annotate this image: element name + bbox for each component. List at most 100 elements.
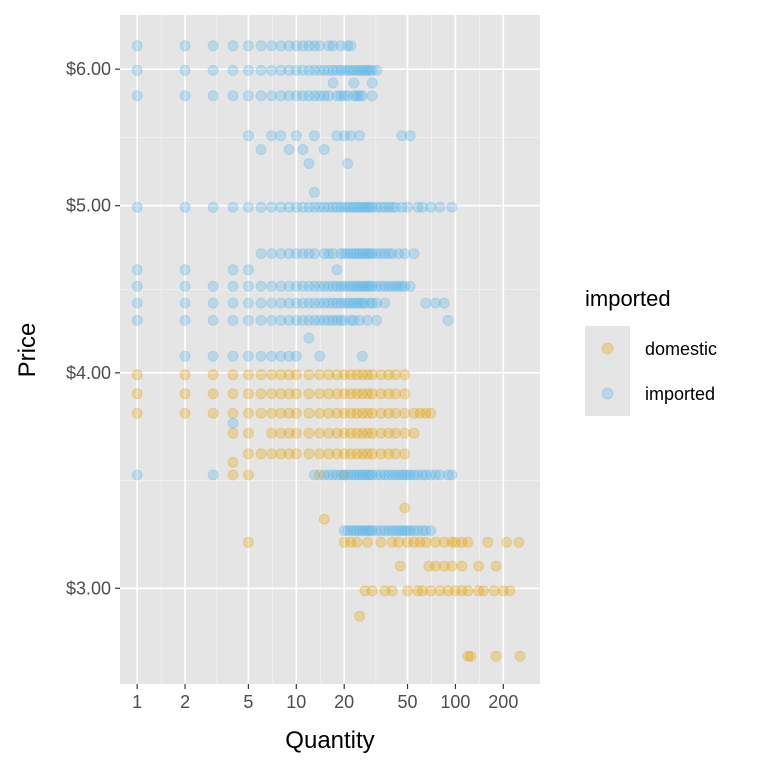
data-point-imported bbox=[362, 248, 373, 260]
data-point-imported bbox=[335, 297, 347, 309]
data-point-imported bbox=[275, 248, 287, 260]
data-point-imported bbox=[314, 297, 326, 309]
data-point-imported bbox=[131, 264, 143, 276]
data-point-imported bbox=[308, 469, 320, 481]
data-point-domestic bbox=[375, 369, 387, 381]
data-point-imported bbox=[131, 90, 143, 102]
data-point-imported bbox=[275, 40, 287, 52]
data-point-imported bbox=[386, 469, 398, 481]
data-point-imported bbox=[338, 314, 350, 326]
data-point-imported bbox=[323, 280, 335, 292]
data-point-domestic bbox=[375, 448, 387, 460]
data-point-domestic bbox=[399, 427, 411, 439]
data-point-imported bbox=[179, 40, 191, 52]
data-point-domestic bbox=[242, 369, 254, 381]
data-point-imported bbox=[416, 525, 428, 537]
data-point-imported bbox=[362, 201, 373, 213]
data-point-imported bbox=[345, 314, 357, 326]
data-point-imported bbox=[318, 201, 330, 213]
x-tick-label: 2 bbox=[180, 692, 190, 712]
data-point-imported bbox=[404, 280, 416, 292]
data-point-imported bbox=[383, 248, 395, 260]
data-point-imported bbox=[396, 201, 408, 213]
data-point-domestic bbox=[442, 585, 454, 597]
data-point-domestic bbox=[331, 427, 343, 439]
x-axis-title: Quantity bbox=[285, 727, 374, 754]
data-point-domestic bbox=[356, 407, 368, 419]
data-point-imported bbox=[351, 469, 363, 481]
data-point-imported bbox=[379, 280, 391, 292]
data-point-imported bbox=[348, 201, 360, 213]
data-point-domestic bbox=[323, 369, 335, 381]
data-point-domestic bbox=[449, 536, 461, 548]
data-point-imported bbox=[386, 525, 398, 537]
data-point-imported bbox=[308, 90, 320, 102]
data-point-imported bbox=[338, 525, 350, 537]
data-point-imported bbox=[308, 280, 320, 292]
data-point-domestic bbox=[338, 448, 350, 460]
data-point-imported bbox=[297, 201, 309, 213]
data-point-imported bbox=[359, 64, 371, 76]
data-point-imported bbox=[255, 314, 267, 326]
data-point-domestic bbox=[501, 536, 513, 548]
data-point-imported bbox=[345, 280, 357, 292]
data-point-imported bbox=[345, 525, 357, 537]
data-point-imported bbox=[371, 297, 383, 309]
data-point-imported bbox=[335, 201, 347, 213]
data-point-imported bbox=[318, 64, 330, 76]
data-point-imported bbox=[335, 40, 347, 52]
data-point-imported bbox=[303, 64, 315, 76]
x-tick-label: 10 bbox=[286, 692, 306, 712]
data-point-imported bbox=[131, 314, 143, 326]
data-point-domestic bbox=[362, 407, 373, 419]
data-point-imported bbox=[290, 64, 302, 76]
data-point-domestic bbox=[446, 560, 458, 572]
data-point-imported bbox=[255, 90, 267, 102]
data-point-imported bbox=[386, 201, 398, 213]
data-point-imported bbox=[371, 201, 383, 213]
y-axis-title: Price bbox=[14, 323, 41, 378]
data-point-domestic bbox=[420, 536, 432, 548]
x-tick-label: 1 bbox=[132, 692, 142, 712]
data-point-domestic bbox=[425, 585, 437, 597]
data-point-domestic bbox=[351, 536, 363, 548]
data-point-domestic bbox=[227, 388, 239, 400]
data-point-imported bbox=[314, 64, 326, 76]
data-point-domestic bbox=[351, 427, 363, 439]
data-point-domestic bbox=[227, 407, 239, 419]
data-point-imported bbox=[399, 280, 411, 292]
data-point-domestic bbox=[242, 388, 254, 400]
data-point-domestic bbox=[462, 650, 474, 662]
data-point-domestic bbox=[323, 427, 335, 439]
data-point-domestic bbox=[303, 369, 315, 381]
data-point-domestic bbox=[275, 448, 287, 460]
data-points bbox=[131, 40, 526, 662]
data-point-imported bbox=[323, 469, 335, 481]
data-point-imported bbox=[207, 280, 219, 292]
data-point-domestic bbox=[399, 448, 411, 460]
data-point-imported bbox=[266, 314, 278, 326]
data-point-imported bbox=[335, 314, 347, 326]
data-point-imported bbox=[318, 314, 330, 326]
data-point-domestic bbox=[338, 369, 350, 381]
data-point-domestic bbox=[303, 427, 315, 439]
data-point-imported bbox=[366, 280, 378, 292]
data-point-imported bbox=[327, 64, 339, 76]
data-point-domestic bbox=[399, 502, 411, 514]
data-point-imported bbox=[338, 469, 350, 481]
data-point-domestic bbox=[345, 536, 357, 548]
data-point-imported bbox=[290, 130, 302, 142]
data-point-imported bbox=[345, 64, 357, 76]
data-point-imported bbox=[404, 130, 416, 142]
data-point-imported bbox=[416, 469, 428, 481]
data-point-domestic bbox=[462, 585, 474, 597]
data-point-imported bbox=[335, 280, 347, 292]
data-point-imported bbox=[356, 248, 368, 260]
data-point-imported bbox=[283, 314, 295, 326]
data-point-imported bbox=[393, 248, 405, 260]
data-point-imported bbox=[308, 201, 320, 213]
data-point-domestic bbox=[430, 560, 441, 572]
data-point-imported bbox=[179, 297, 191, 309]
data-point-imported bbox=[362, 469, 373, 481]
data-point-imported bbox=[266, 64, 278, 76]
